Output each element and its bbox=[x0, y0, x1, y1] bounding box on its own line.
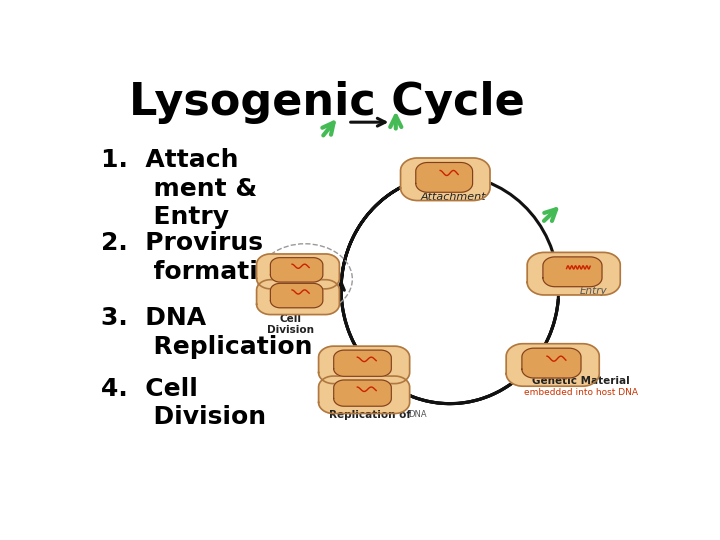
Text: Replication of: Replication of bbox=[329, 410, 414, 421]
Text: Genetic Material: Genetic Material bbox=[532, 376, 629, 386]
Polygon shape bbox=[271, 284, 323, 308]
Polygon shape bbox=[271, 258, 323, 282]
Text: 1.  Attach
      ment &
      Entry: 1. Attach ment & Entry bbox=[101, 148, 257, 230]
Text: DNA: DNA bbox=[408, 410, 426, 420]
Polygon shape bbox=[415, 163, 472, 192]
Polygon shape bbox=[527, 252, 620, 295]
Polygon shape bbox=[400, 158, 490, 200]
Polygon shape bbox=[506, 343, 599, 386]
Polygon shape bbox=[256, 280, 339, 314]
Text: Lysogenic Cycle: Lysogenic Cycle bbox=[129, 82, 525, 124]
Text: 3.  DNA
      Replication: 3. DNA Replication bbox=[101, 306, 312, 359]
Polygon shape bbox=[318, 346, 410, 383]
Polygon shape bbox=[333, 350, 392, 376]
Polygon shape bbox=[333, 380, 392, 406]
Polygon shape bbox=[318, 376, 410, 414]
Text: Attachment: Attachment bbox=[421, 192, 487, 201]
Polygon shape bbox=[543, 257, 602, 287]
Text: 4.  Cell
      Division: 4. Cell Division bbox=[101, 377, 266, 429]
Text: 2.  Provirus
      formation: 2. Provirus formation bbox=[101, 231, 293, 284]
Text: Entry: Entry bbox=[580, 286, 607, 296]
Text: Cell
Division: Cell Division bbox=[267, 314, 315, 335]
Polygon shape bbox=[522, 348, 581, 378]
Text: embedded into host DNA: embedded into host DNA bbox=[523, 388, 638, 397]
Polygon shape bbox=[256, 254, 339, 289]
